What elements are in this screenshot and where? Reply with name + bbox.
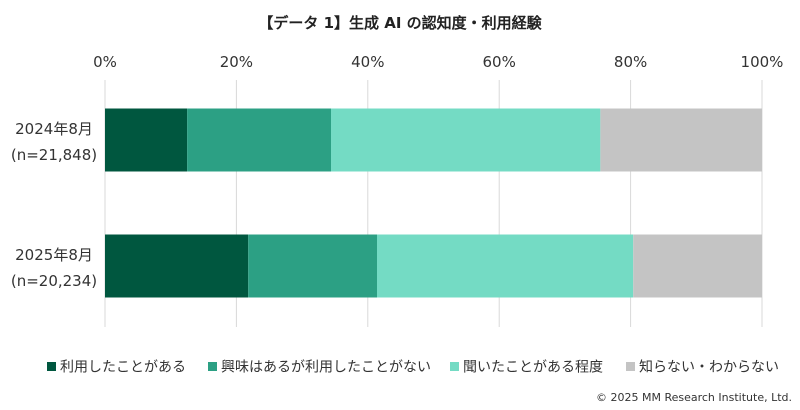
x-tick-label: 100% bbox=[741, 53, 784, 71]
chart-title: 【データ 1】生成 AI の認知度・利用経験 bbox=[258, 14, 542, 32]
legend-swatch bbox=[450, 362, 459, 371]
y-axis-categories: 2024年8月 (n=21,848) 2025年8月 (n=20,234) bbox=[11, 120, 97, 290]
legend: 利用したことがある 興味はあるが利用したことがない 聞いたことがある程度 知らない・わ… bbox=[47, 359, 779, 376]
bar-segment bbox=[105, 108, 188, 172]
bars bbox=[105, 108, 762, 298]
category-label: 2024年8月 bbox=[15, 120, 93, 138]
x-tick-label: 40% bbox=[351, 53, 384, 71]
copyright-notice: © 2025 MM Research Institute, Ltd. bbox=[596, 391, 792, 404]
legend-label: 聞いたことがある程度 bbox=[463, 360, 603, 376]
bar-segment bbox=[105, 234, 249, 298]
x-axis-ticks: 0% 20% 40% 60% 80% 100% bbox=[93, 53, 783, 71]
legend-label: 利用したことがある bbox=[60, 360, 186, 376]
legend-swatch bbox=[208, 362, 217, 371]
legend-label: 興味はあるが利用したことがない bbox=[221, 360, 431, 376]
bar-segment bbox=[376, 234, 634, 298]
bar-segment bbox=[633, 234, 762, 298]
category-sample-size: (n=20,234) bbox=[11, 272, 97, 290]
category-sample-size: (n=21,848) bbox=[11, 146, 97, 164]
bar-segment bbox=[600, 108, 762, 172]
bar-segment bbox=[331, 108, 601, 172]
x-tick-label: 80% bbox=[614, 53, 647, 71]
x-tick-label: 60% bbox=[483, 53, 516, 71]
category-label: 2025年8月 bbox=[15, 246, 93, 264]
bar-segment bbox=[248, 234, 377, 298]
x-tick-label: 0% bbox=[93, 53, 117, 71]
legend-swatch bbox=[47, 362, 56, 371]
legend-label: 知らない・わからない bbox=[639, 359, 779, 376]
x-tick-label: 20% bbox=[220, 53, 253, 71]
bar-segment bbox=[187, 108, 332, 172]
legend-swatch bbox=[626, 362, 635, 371]
